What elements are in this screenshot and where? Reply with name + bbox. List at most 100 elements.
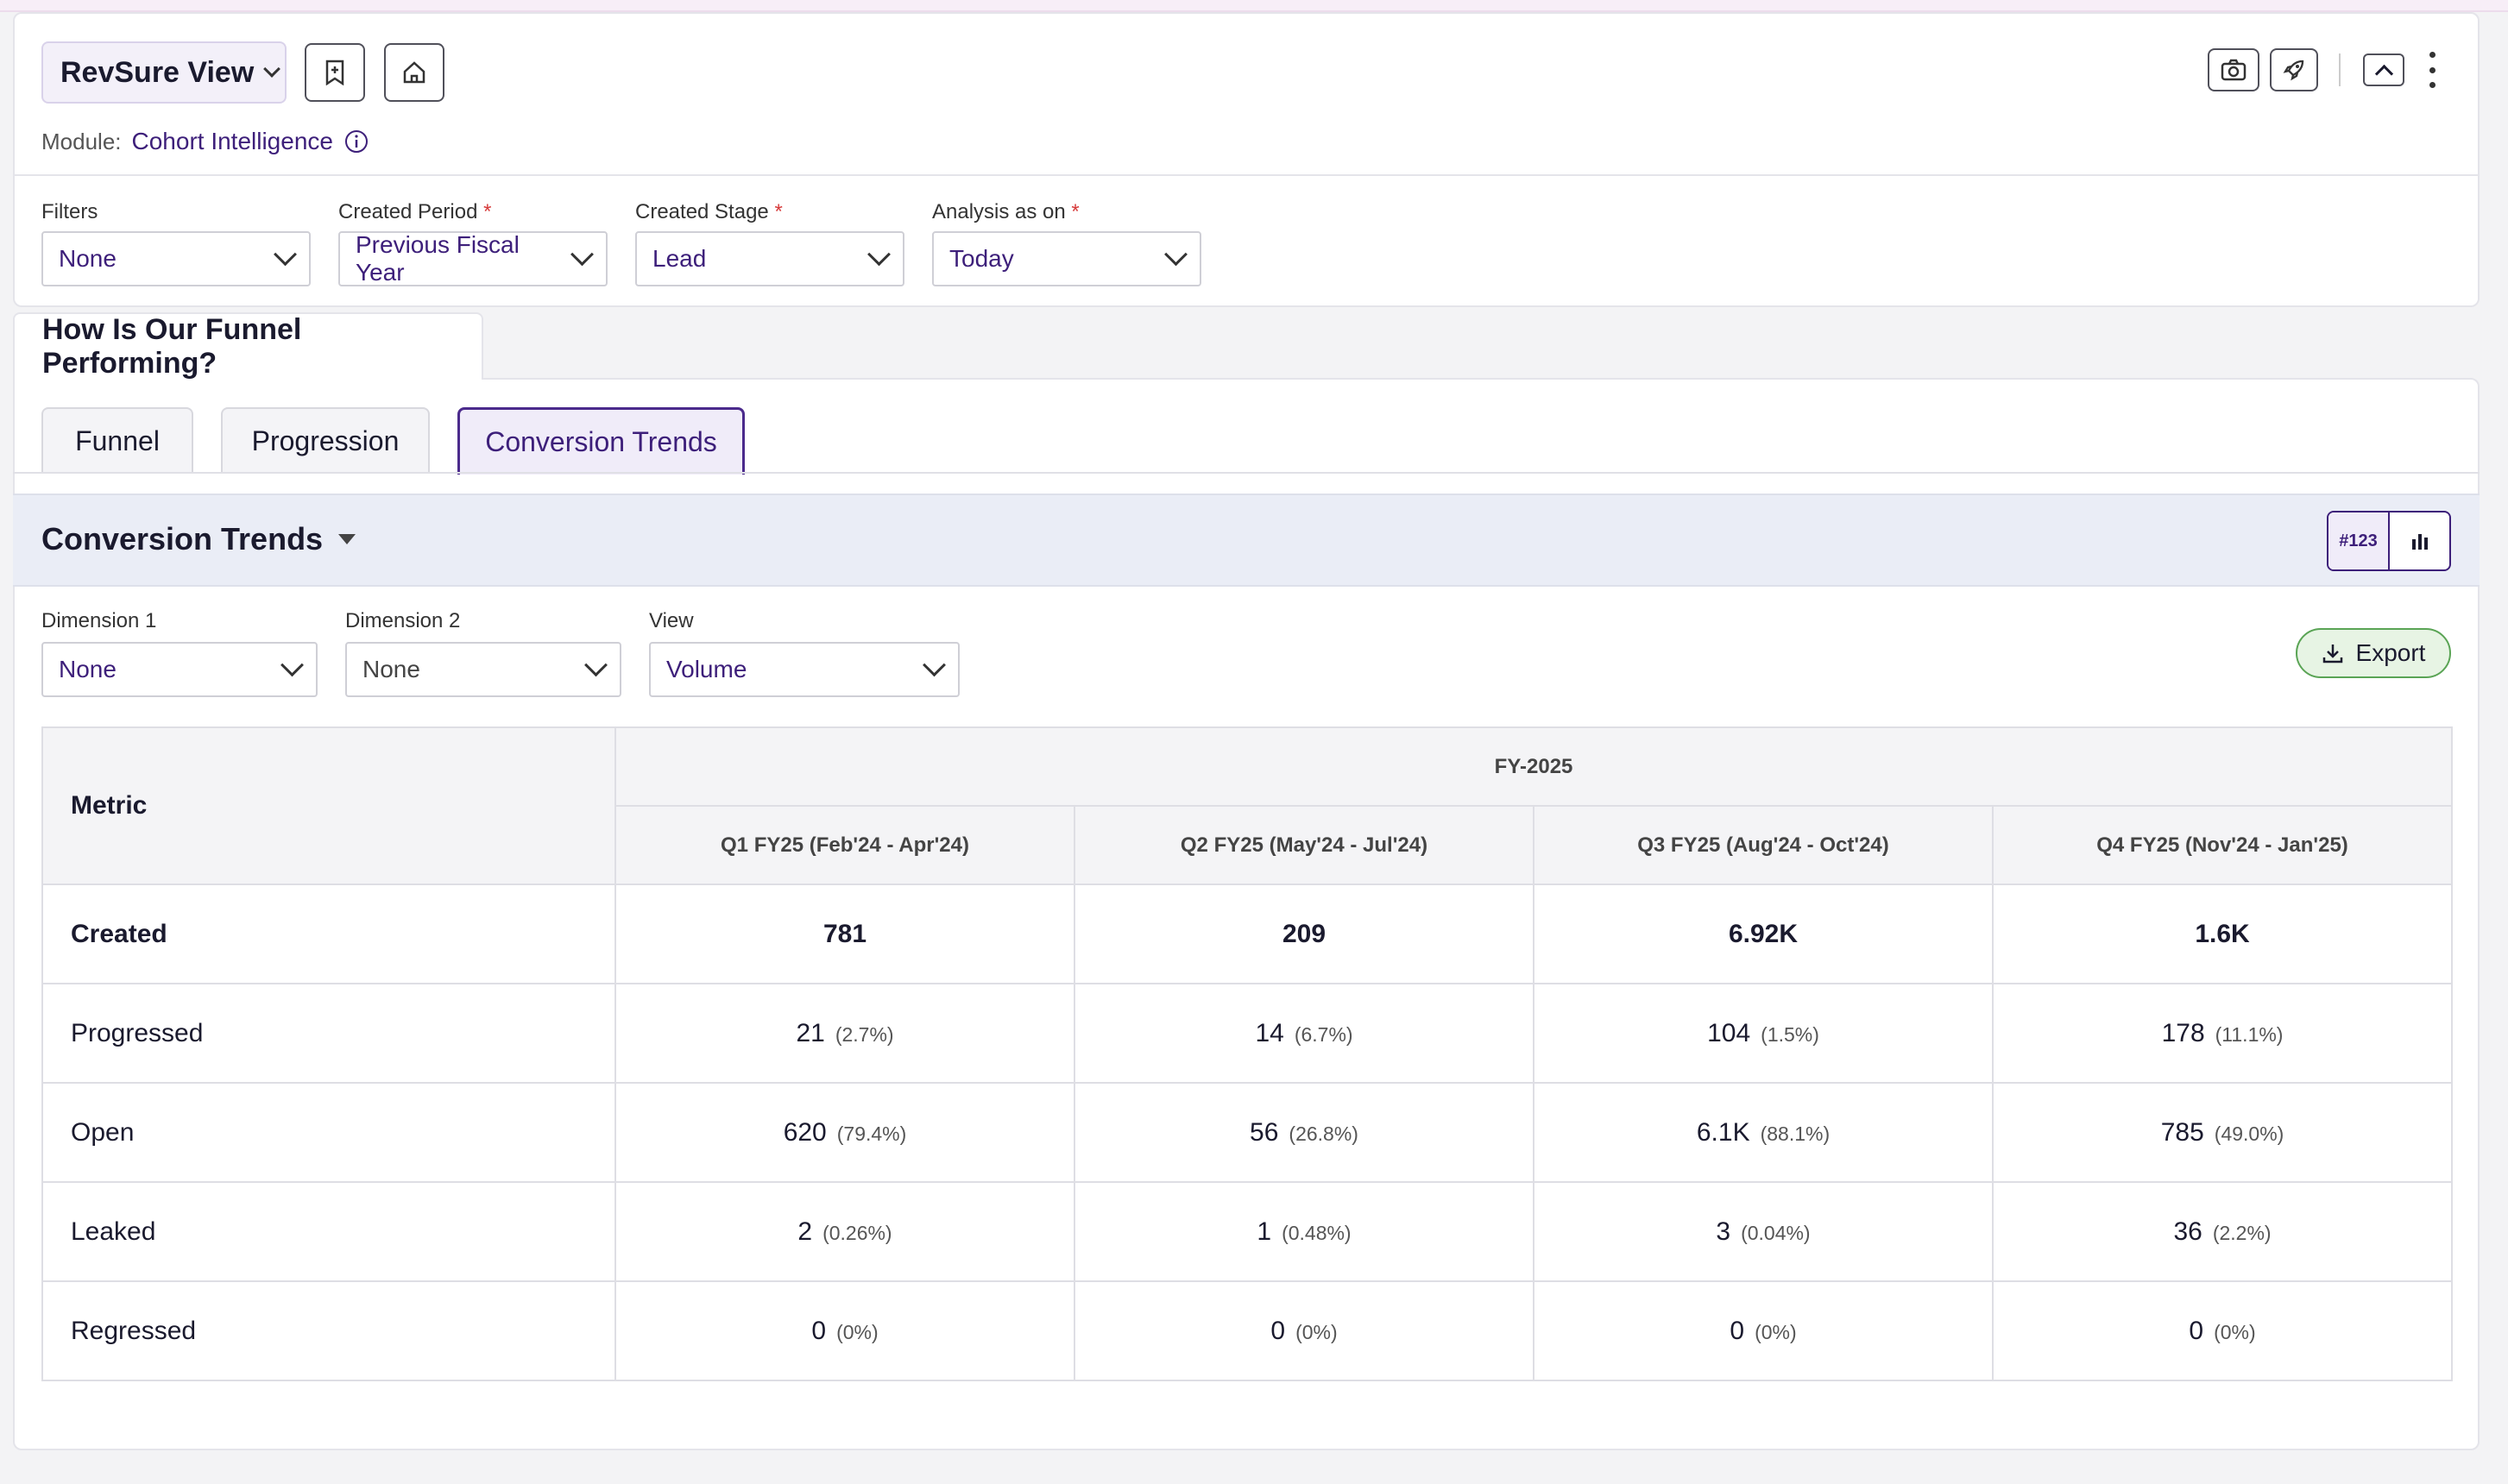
table-cell: 0 (0%) [1991,1280,2454,1381]
row-label: Created [41,883,616,984]
row-label: Regressed [41,1280,616,1381]
view-label: View [649,609,694,632]
cell-value: 785 [2160,1117,2204,1147]
tab-funnel[interactable]: Funnel [41,407,193,473]
created-stage-select[interactable]: Lead [635,231,904,286]
tab-conversion-trends[interactable]: Conversion Trends [457,407,745,475]
table-row: Regressed 0 (0%) 0 (0%) 0 (0%) 0 (0%) [41,1280,2454,1381]
cell-value: 0 [1730,1316,1745,1345]
bookmark-icon [325,60,344,85]
cell-value: 1.6K [2195,919,2250,948]
table-cell: 104 (1.5%) [1533,983,1994,1084]
module-value[interactable]: Cohort Intelligence [131,128,333,154]
chart-view-button[interactable] [2390,512,2449,569]
cell-value: 209 [1282,919,1326,948]
table-cell: 0 (0%) [1074,1280,1534,1381]
chevron-down-icon [923,652,946,676]
quarter-header: Q2 FY25 (May'24 - Jul'24) [1074,805,1534,885]
rocket-icon [2283,60,2304,81]
cell-percentage: (0%) [1295,1320,1338,1343]
view-selector-button[interactable]: RevSure View [41,41,287,104]
chevron-down-icon [1164,242,1188,266]
fiscal-year-header: FY-2025 [614,726,2454,807]
home-button[interactable] [384,43,444,102]
analysis-as-on-label: Analysis as on * [932,200,1080,223]
table-cell: 21 (2.7%) [614,983,1075,1084]
cell-percentage: (88.1%) [1760,1122,1831,1145]
chevron-down-icon [274,242,297,266]
created-stage-label: Created Stage * [635,200,783,223]
dot-icon [2429,52,2436,58]
export-button[interactable]: Export [2296,628,2451,678]
row-label: Open [41,1082,616,1183]
tabs-baseline [13,472,2480,474]
cell-percentage: (1.5%) [1761,1022,1819,1046]
cell-value: 781 [822,919,867,948]
cell-value: 56 [1250,1117,1279,1147]
top-accent-bar [0,0,2508,12]
cell-value: 104 [1707,1018,1751,1047]
table-row: Leaked 2 (0.26%) 1 (0.48%) 3 (0.04%) 36 (2.2%) [41,1181,2454,1282]
cell-value: 21 [796,1018,825,1047]
cell-value: 6.92K [1728,919,1799,948]
table-cell: 56 (26.8%) [1074,1082,1534,1183]
number-view-button[interactable]: #123 [2328,512,2390,569]
view-mode-toggle: #123 [2327,511,2451,571]
table-cell: 0 (0%) [1533,1280,1994,1381]
table-cell: 6.92K [1533,883,1994,984]
table-cell: 2 (0.26%) [614,1181,1075,1282]
cell-value: 36 [2173,1217,2202,1246]
dimension1-select[interactable]: None [41,642,318,697]
conversion-trends-title[interactable]: Conversion Trends [41,521,356,557]
launch-button[interactable] [2270,48,2318,91]
cell-value: 0 [2189,1316,2204,1345]
cell-percentage: (49.0%) [2214,1122,2284,1145]
filters-select[interactable]: None [41,231,311,286]
cell-percentage: (0%) [1755,1320,1797,1343]
quarter-header: Q1 FY25 (Feb'24 - Apr'24) [614,805,1075,885]
dimension2-select[interactable]: None [345,642,621,697]
toolbar-divider [2339,53,2341,86]
bar-chart-icon [2411,534,2428,550]
cell-percentage: (0.48%) [1282,1221,1352,1244]
view-selector-label: RevSure View [60,55,255,89]
table-row: Progressed 21 (2.7%) 14 (6.7%) 104 (1.5%) 178 (1… [41,983,2454,1084]
view-select[interactable]: Volume [649,642,960,697]
table-cell: 178 (11.1%) [1991,983,2454,1084]
filters-select-value: None [59,245,117,272]
collapse-button[interactable] [2363,53,2404,86]
analysis-as-on-select[interactable]: Today [932,231,1201,286]
more-options-button[interactable] [2422,52,2442,88]
cell-value: 3 [1716,1217,1731,1246]
info-icon[interactable] [343,129,369,154]
quarter-header: Q3 FY25 (Aug'24 - Oct'24) [1533,805,1994,885]
cell-percentage: (79.4%) [836,1122,907,1145]
chevron-down-icon [280,652,304,676]
table-cell: 1.6K [1991,883,2454,984]
cell-percentage: (0.26%) [822,1221,892,1244]
dimension2-value: None [362,656,420,682]
table-cell: 1 (0.48%) [1074,1181,1534,1282]
cell-value: 620 [783,1117,827,1147]
screenshot-button[interactable] [2208,48,2259,91]
tab-progression[interactable]: Progression [221,407,430,473]
metric-header: Metric [41,726,616,885]
created-stage-value: Lead [652,245,707,272]
dimension1-value: None [59,656,117,682]
view-select-value: Volume [666,656,747,682]
conversion-trends-title-text: Conversion Trends [41,521,324,556]
cell-value: 2 [797,1217,813,1246]
dot-icon [2429,82,2436,88]
chevron-down-icon [584,652,608,676]
cell-value: 178 [2161,1018,2205,1047]
download-icon [2322,645,2342,663]
row-label: Progressed [41,983,616,1084]
table-cell: 209 [1074,883,1534,984]
table-row: Created 781 209 6.92K 1.6K [41,883,2454,984]
bookmark-add-button[interactable] [305,43,365,102]
created-period-select[interactable]: Previous Fiscal Year [338,231,608,286]
conversion-trends-header [13,494,2480,587]
chevron-down-icon [570,242,594,266]
caret-down-icon [338,534,356,544]
export-label: Export [2355,639,2426,666]
